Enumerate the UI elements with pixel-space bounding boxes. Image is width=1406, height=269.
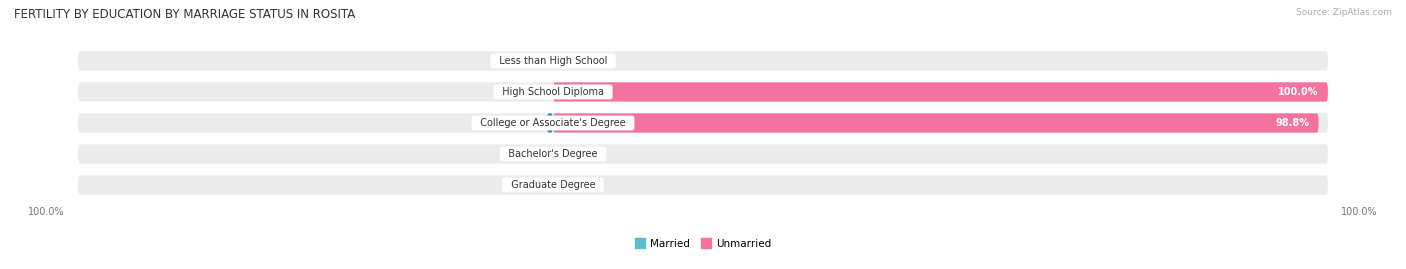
Text: 0.0%: 0.0% (523, 149, 547, 159)
Text: 0.0%: 0.0% (523, 180, 547, 190)
Legend: Married, Unmarried: Married, Unmarried (630, 234, 776, 253)
Text: 0.0%: 0.0% (560, 180, 583, 190)
FancyBboxPatch shape (79, 113, 1327, 133)
Text: 0.0%: 0.0% (523, 56, 547, 66)
FancyBboxPatch shape (547, 113, 553, 133)
Text: 0.0%: 0.0% (523, 87, 547, 97)
Text: 100.0%: 100.0% (1278, 87, 1319, 97)
Text: 100.0%: 100.0% (1341, 207, 1378, 217)
Text: College or Associate's Degree: College or Associate's Degree (474, 118, 631, 128)
Text: 98.8%: 98.8% (1275, 118, 1309, 128)
Text: 0.0%: 0.0% (560, 149, 583, 159)
Text: 1.3%: 1.3% (516, 118, 540, 128)
Text: High School Diploma: High School Diploma (496, 87, 610, 97)
Text: FERTILITY BY EDUCATION BY MARRIAGE STATUS IN ROSITA: FERTILITY BY EDUCATION BY MARRIAGE STATU… (14, 8, 356, 21)
FancyBboxPatch shape (79, 175, 1327, 194)
FancyBboxPatch shape (79, 82, 1327, 102)
FancyBboxPatch shape (79, 51, 1327, 70)
Text: Bachelor's Degree: Bachelor's Degree (502, 149, 605, 159)
Text: Graduate Degree: Graduate Degree (505, 180, 602, 190)
Text: Source: ZipAtlas.com: Source: ZipAtlas.com (1296, 8, 1392, 17)
Text: Less than High School: Less than High School (492, 56, 613, 66)
FancyBboxPatch shape (553, 113, 1319, 133)
Text: 100.0%: 100.0% (28, 207, 65, 217)
FancyBboxPatch shape (79, 144, 1327, 164)
FancyBboxPatch shape (553, 82, 1327, 102)
Text: 0.0%: 0.0% (560, 56, 583, 66)
